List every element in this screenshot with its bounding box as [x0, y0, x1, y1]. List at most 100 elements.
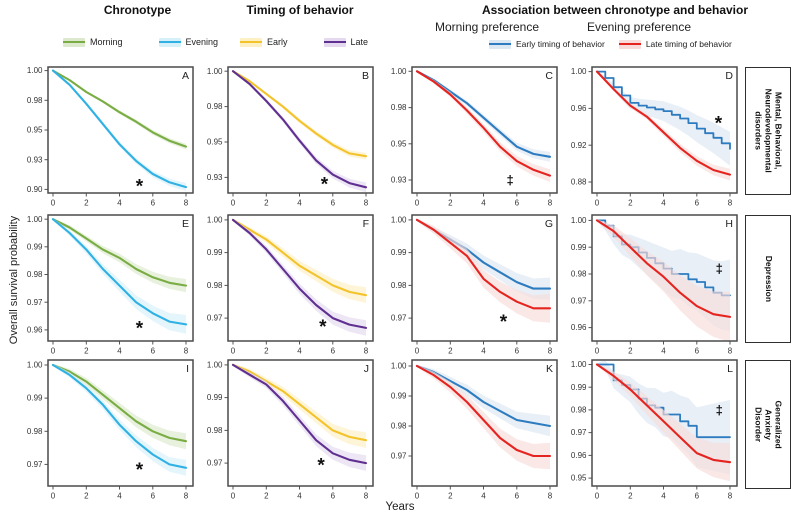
svg-text:0.93: 0.93 [391, 176, 407, 185]
significance-symbol: * [500, 312, 508, 333]
subtitle-morning-preference: Morning preference [434, 20, 540, 34]
svg-text:0: 0 [415, 347, 420, 356]
svg-text:1.00: 1.00 [571, 216, 587, 225]
column-title-timing: Timing of behavior [246, 3, 354, 17]
panel-e: 1.00 0.99 0.98 0.97 0.96 0 2 4 6 8 E * [18, 209, 198, 359]
svg-text:8: 8 [184, 492, 189, 501]
svg-text:6: 6 [515, 347, 520, 356]
svg-text:6: 6 [515, 492, 520, 501]
svg-text:8: 8 [728, 492, 733, 501]
svg-text:2: 2 [628, 492, 633, 501]
svg-text:4: 4 [297, 199, 302, 208]
significance-symbol: ‡ [716, 402, 723, 417]
svg-text:0: 0 [51, 199, 56, 208]
svg-text:0.90: 0.90 [27, 185, 43, 194]
svg-text:0.97: 0.97 [207, 459, 223, 468]
svg-text:0.98: 0.98 [207, 281, 223, 290]
svg-text:6: 6 [695, 347, 700, 356]
svg-text:2: 2 [84, 492, 89, 501]
svg-text:0.88: 0.88 [571, 178, 587, 187]
panel-letter: D [725, 70, 733, 82]
svg-text:0.99: 0.99 [207, 248, 223, 257]
row-label-text: Generalized Anxiety Disorder [754, 400, 784, 449]
svg-text:0.99: 0.99 [391, 248, 407, 257]
legend-item: Early timing of behavior [489, 39, 605, 49]
svg-text:1.00: 1.00 [571, 360, 587, 369]
panel-letter: A [182, 70, 189, 82]
panel-letter: C [545, 70, 553, 82]
svg-text:0.98: 0.98 [571, 270, 587, 279]
svg-text:1.00: 1.00 [391, 67, 407, 76]
svg-text:2: 2 [264, 492, 269, 501]
svg-text:0.97: 0.97 [27, 298, 43, 307]
svg-text:8: 8 [184, 347, 189, 356]
svg-text:0.96: 0.96 [27, 326, 43, 335]
svg-text:4: 4 [481, 347, 486, 356]
row-label-text: Depression [763, 255, 774, 303]
legend-item: Late timing of behavior [618, 39, 732, 49]
significance-symbol: * [319, 317, 327, 338]
legend-item: Late [323, 37, 369, 47]
legend-label: Morning [90, 37, 123, 47]
svg-text:0.98: 0.98 [391, 422, 407, 431]
legend-item: Evening [158, 37, 218, 47]
svg-text:4: 4 [661, 492, 666, 501]
svg-text:8: 8 [548, 492, 553, 501]
svg-text:0.92: 0.92 [571, 141, 587, 150]
panel-letter: L [727, 363, 733, 375]
panel-g: 1.00 0.99 0.98 0.97 0 2 4 6 8 G * [382, 209, 562, 359]
svg-text:0.97: 0.97 [391, 314, 407, 323]
panel-c: 1.00 0.98 0.95 0.93 0 2 4 6 8 C ‡ [382, 61, 562, 211]
svg-text:8: 8 [364, 199, 369, 208]
svg-text:0.99: 0.99 [27, 394, 43, 403]
legend-label: Late [350, 37, 369, 47]
svg-text:2: 2 [448, 199, 453, 208]
svg-text:6: 6 [515, 199, 520, 208]
significance-symbol: * [715, 113, 723, 134]
significance-symbol: ‡ [506, 173, 513, 188]
svg-text:1.00: 1.00 [27, 215, 43, 224]
svg-text:8: 8 [548, 199, 553, 208]
x-axis-label: Years [385, 501, 415, 513]
legend-line-icon [158, 41, 181, 43]
subtitle-evening-preference: Evening preference [586, 20, 692, 34]
svg-text:6: 6 [331, 347, 336, 356]
svg-text:0.98: 0.98 [571, 406, 587, 415]
significance-symbol: ‡ [716, 261, 723, 276]
legend-line-icon [323, 41, 346, 43]
row-label-depression: Depression [745, 215, 791, 343]
svg-text:2: 2 [628, 347, 633, 356]
svg-text:0: 0 [595, 492, 600, 501]
panel-b: 1.00 0.98 0.95 0.93 0 2 4 6 8 B * [198, 61, 378, 211]
svg-text:0.97: 0.97 [27, 460, 43, 469]
svg-text:4: 4 [481, 492, 486, 501]
legend-swatch-icon [618, 39, 641, 49]
svg-text:0.98: 0.98 [207, 102, 223, 111]
svg-text:0.97: 0.97 [571, 428, 587, 437]
svg-text:1.00: 1.00 [27, 66, 43, 75]
svg-text:0.96: 0.96 [571, 104, 587, 113]
svg-text:6: 6 [151, 492, 156, 501]
svg-text:8: 8 [364, 492, 369, 501]
legend-swatch-icon [489, 39, 511, 49]
svg-text:0.99: 0.99 [571, 243, 587, 252]
svg-text:2: 2 [84, 347, 89, 356]
svg-text:4: 4 [297, 492, 302, 501]
legend-line-icon [240, 41, 262, 43]
panel-j: 1.00 0.99 0.98 0.97 0 2 4 6 8 J * [198, 354, 378, 504]
svg-text:6: 6 [151, 347, 156, 356]
significance-symbol: * [321, 174, 329, 195]
column-title-chronotype: Chronotype [103, 3, 172, 17]
svg-text:2: 2 [264, 199, 269, 208]
panel-letter: K [546, 363, 553, 375]
svg-text:4: 4 [117, 199, 122, 208]
svg-text:6: 6 [695, 199, 700, 208]
panel-letter: G [545, 218, 553, 230]
panel-a: 1.00 0.98 0.95 0.93 0.90 0 2 4 6 8 A * [18, 61, 198, 211]
svg-text:1.00: 1.00 [571, 67, 587, 76]
legend-label: Late timing of behavior [645, 39, 732, 49]
svg-text:0.99: 0.99 [571, 383, 587, 392]
svg-text:0: 0 [415, 199, 420, 208]
svg-text:2: 2 [628, 199, 633, 208]
